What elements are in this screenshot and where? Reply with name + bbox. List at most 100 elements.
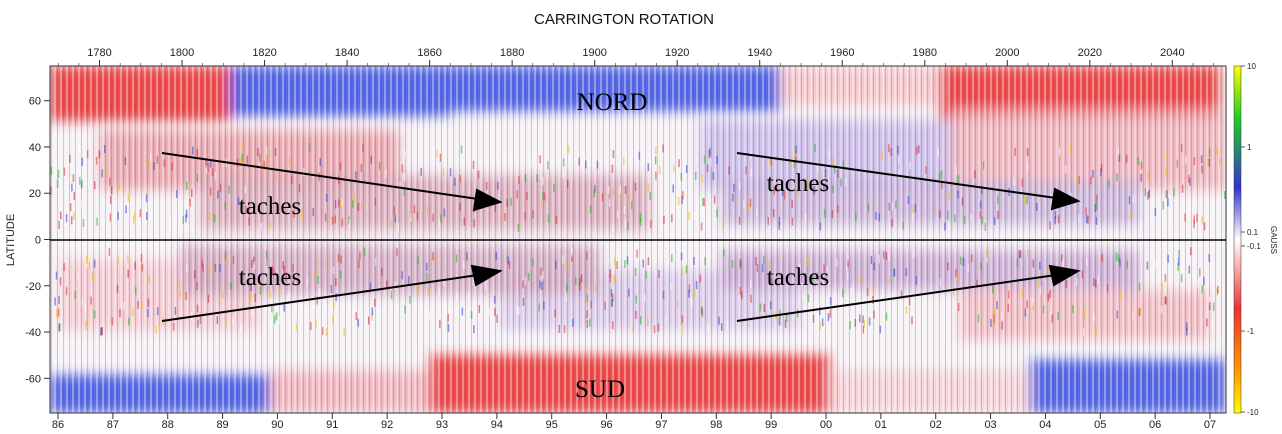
field-speckle xyxy=(572,318,574,327)
field-speckle xyxy=(312,208,315,217)
field-speckle xyxy=(836,204,839,213)
field-speckle xyxy=(295,323,298,332)
field-speckle xyxy=(817,163,819,172)
field-speckle xyxy=(547,214,550,223)
field-speckle xyxy=(970,214,972,223)
field-speckle xyxy=(351,200,354,209)
field-speckle xyxy=(209,187,212,196)
field-speckle xyxy=(722,221,724,230)
field-speckle xyxy=(1032,302,1034,311)
field-speckle xyxy=(461,307,464,316)
field-speckle xyxy=(217,190,219,199)
colorbar xyxy=(1233,65,1242,414)
field-speckle xyxy=(608,198,611,207)
field-speckle xyxy=(962,257,965,266)
field-speckle xyxy=(688,284,691,293)
field-speckle xyxy=(767,216,770,225)
field-speckle xyxy=(763,303,766,312)
field-speckle xyxy=(58,220,60,229)
field-speckle xyxy=(357,202,360,211)
field-speckle xyxy=(1093,313,1095,322)
field-speckle xyxy=(1196,213,1198,222)
field-speckle xyxy=(611,321,614,330)
field-speckle xyxy=(957,273,959,282)
field-speckle xyxy=(192,146,194,155)
field-speckle xyxy=(201,259,204,268)
field-speckle xyxy=(680,252,683,261)
field-speckle xyxy=(814,144,816,153)
field-speckle xyxy=(399,181,401,190)
field-speckle xyxy=(1193,215,1196,224)
field-speckle xyxy=(78,166,81,175)
field-speckle xyxy=(1116,173,1118,182)
field-speckle xyxy=(118,182,121,191)
field-speckle xyxy=(636,249,638,258)
field-speckle xyxy=(733,183,735,192)
field-speckle xyxy=(594,184,596,193)
field-speckle xyxy=(55,271,58,280)
field-speckle xyxy=(358,260,360,269)
field-speckle xyxy=(732,193,734,202)
field-speckle xyxy=(658,270,660,279)
field-speckle xyxy=(98,150,101,159)
field-speckle xyxy=(609,274,612,283)
field-speckle xyxy=(653,325,656,334)
field-speckle xyxy=(145,194,148,203)
field-speckle xyxy=(1095,327,1097,336)
field-speckle xyxy=(1188,265,1191,274)
label-spots-north-1: taches xyxy=(239,193,301,220)
field-speckle xyxy=(540,267,542,276)
field-speckle xyxy=(940,170,943,179)
field-speckle xyxy=(1224,190,1226,199)
field-speckle xyxy=(860,275,862,284)
field-speckle xyxy=(254,293,257,302)
field-speckle xyxy=(269,221,271,230)
field-speckle xyxy=(253,261,256,270)
field-speckle xyxy=(224,201,227,210)
field-speckle xyxy=(1126,260,1128,269)
field-speckle xyxy=(1050,312,1052,321)
field-speckle xyxy=(439,320,441,329)
field-speckle xyxy=(1167,198,1169,207)
field-speckle xyxy=(681,315,684,324)
field-speckle xyxy=(56,179,59,188)
field-speckle xyxy=(891,292,894,301)
field-speckle xyxy=(385,169,387,178)
left-axis: 60 40 20 0 -20 -40 -60 xyxy=(25,96,50,385)
field-speckle xyxy=(394,214,397,223)
field-speckle xyxy=(1132,311,1134,320)
field-speckle xyxy=(335,278,337,287)
field-speckle xyxy=(681,267,683,276)
field-speckle xyxy=(1118,153,1121,162)
field-speckle xyxy=(639,316,642,325)
y-tick-label: 60 xyxy=(29,96,41,108)
field-speckle xyxy=(819,222,822,231)
field-speckle xyxy=(95,156,98,165)
field-speckle xyxy=(643,294,646,303)
field-speckle xyxy=(259,286,262,295)
field-speckle xyxy=(371,307,374,316)
field-speckle xyxy=(240,157,242,166)
field-speckle xyxy=(278,288,281,297)
field-speckle xyxy=(647,318,649,327)
field-speckle xyxy=(1208,302,1211,311)
field-speckle xyxy=(640,152,643,161)
field-speckle xyxy=(374,257,377,266)
field-speckle xyxy=(1140,161,1143,170)
colorbar-ticks: 10 1 0.1 -0.1 -1 -10 xyxy=(1241,62,1261,417)
field-speckle xyxy=(578,157,581,166)
field-speckle xyxy=(912,249,915,258)
field-speckle xyxy=(96,217,98,226)
field-speckle xyxy=(997,195,999,204)
field-speckle xyxy=(85,255,88,264)
field-speckle xyxy=(791,199,793,208)
bottom-tick-label: 01 xyxy=(875,419,887,431)
field-speckle xyxy=(1026,196,1028,205)
bottom-tick-label: 93 xyxy=(436,419,448,431)
field-speckle xyxy=(867,203,870,212)
field-speckle xyxy=(571,248,573,257)
field-speckle xyxy=(888,144,890,153)
field-speckle xyxy=(477,170,480,179)
y-tick-label: -60 xyxy=(25,373,41,385)
field-speckle xyxy=(1193,220,1195,229)
